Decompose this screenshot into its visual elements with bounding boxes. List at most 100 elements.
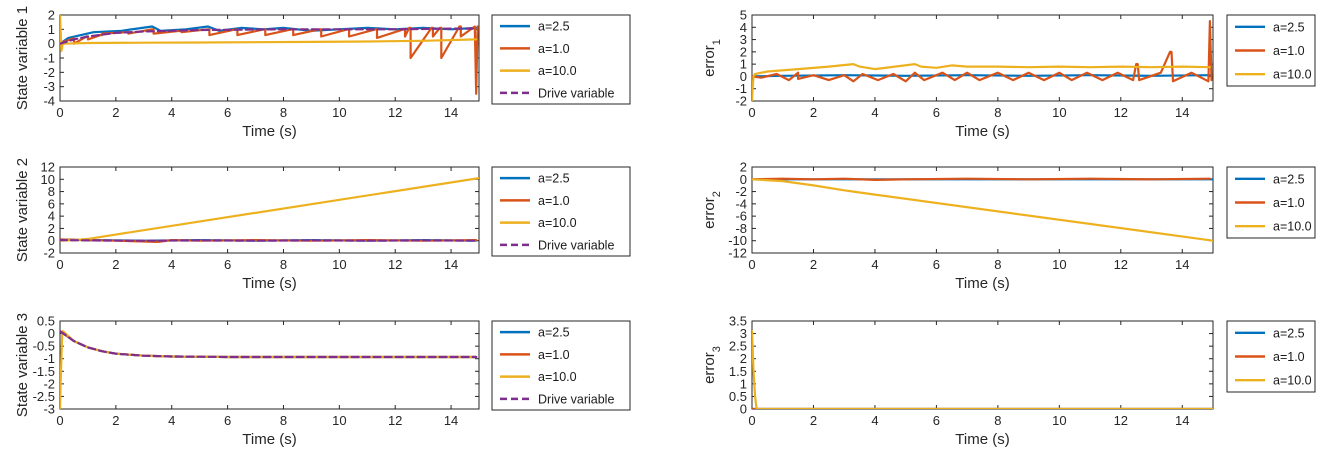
legend-entry: a=2.5 (1273, 172, 1305, 186)
y-tick-label: -2.5 (33, 389, 55, 404)
legend-entry: a=2.5 (1273, 326, 1305, 340)
x-tick-label: 12 (1114, 257, 1128, 272)
series-line-Drive variable (60, 27, 478, 45)
x-axis-label: Time (s) (242, 123, 296, 140)
y-tick-label: 2 (48, 221, 55, 236)
y-tick-label: 2 (740, 160, 747, 175)
x-tick-label: 2 (810, 105, 817, 120)
y-tick-label: -2 (735, 184, 747, 199)
y-tick-label: -2 (43, 65, 55, 80)
y-axis-label-subscript: 2 (711, 191, 723, 197)
y-tick-label: 0.5 (37, 314, 55, 329)
x-tick-label: 0 (748, 413, 755, 428)
x-tick-label: 2 (112, 413, 119, 428)
series-line-a=1.0 (752, 177, 1212, 181)
y-tick-label: 1 (740, 57, 747, 72)
x-tick-label: 4 (871, 413, 878, 428)
axes-box (751, 14, 1214, 102)
x-tick-label: 6 (224, 413, 231, 428)
y-tick-label: 5 (740, 8, 747, 23)
legend-entry: a=1.0 (1273, 196, 1305, 210)
legend-entry: a=10.0 (1273, 374, 1312, 388)
y-tick-label: 0 (48, 326, 55, 341)
legend-box (491, 14, 631, 105)
legend: a=2.5 a=1.0 a=10.0 Drive variable (491, 320, 631, 411)
x-tick-label: 4 (168, 105, 175, 120)
y-tick-label: -8 (735, 221, 747, 236)
y-tick-label: 8 (48, 184, 55, 199)
x-tick-label: 12 (1114, 413, 1128, 428)
y-tick-label: -4 (735, 196, 747, 211)
y-tick-label: 3 (740, 32, 747, 47)
x-tick-label: 6 (933, 257, 940, 272)
legend: a=2.5 a=1.0 a=10.0 (1226, 166, 1316, 239)
legend-entry: a=10.0 (1273, 220, 1312, 234)
x-tick-label: 14 (1175, 413, 1189, 428)
y-axis-label: State variable 3 (14, 313, 31, 417)
x-tick-label: 14 (444, 257, 458, 272)
x-tick-label: 12 (388, 257, 402, 272)
y-tick-label: -2 (43, 376, 55, 391)
y-tick-label: -2 (43, 246, 55, 261)
plot-area (60, 177, 479, 243)
y-axis-label-subscript: 1 (711, 39, 723, 45)
x-tick-label: 10 (1052, 105, 1066, 120)
y-tick-label: 3 (740, 326, 747, 341)
y-tick-label: -3 (43, 402, 55, 417)
y-axis-label: error2 (701, 191, 723, 229)
legend-entry: a=10.0 (538, 64, 577, 78)
x-tick-label: 8 (994, 257, 1001, 272)
y-tick-label: 6 (48, 196, 55, 211)
x-tick-label: 14 (444, 105, 458, 120)
x-tick-label: 8 (994, 105, 1001, 120)
x-tick-label: 6 (224, 257, 231, 272)
y-tick-label: 0.5 (729, 389, 747, 404)
x-tick-label: 8 (280, 413, 287, 428)
legend-entry: a=10.0 (538, 370, 577, 384)
legend: a=2.5 a=1.0 a=10.0 (1226, 14, 1316, 87)
plot-area (752, 330, 1213, 409)
x-tick-label: 8 (994, 413, 1001, 428)
y-tick-label: 0 (740, 402, 747, 417)
series-line-a=2.5 (752, 74, 1212, 78)
legend-entry: a=2.5 (538, 326, 570, 340)
y-axis-label-subscript: 3 (711, 346, 723, 352)
legend-entry: a=10.0 (538, 216, 577, 230)
legend-entry: a=1.0 (538, 194, 570, 208)
x-tick-label: 10 (1052, 257, 1066, 272)
y-axis-label: State variable 2 (14, 158, 31, 262)
x-tick-label: 4 (168, 413, 175, 428)
x-tick-label: 10 (332, 257, 346, 272)
y-tick-label: 0 (740, 172, 747, 187)
x-tick-label: 6 (224, 105, 231, 120)
x-tick-label: 10 (332, 105, 346, 120)
x-tick-label: 8 (280, 105, 287, 120)
y-tick-label: 1 (740, 376, 747, 391)
y-tick-label: -0.5 (33, 339, 55, 354)
x-tick-label: 4 (871, 257, 878, 272)
legend-box (491, 166, 631, 257)
y-axis-label: error3 (701, 346, 723, 384)
y-tick-label: -1 (43, 351, 55, 366)
y-tick-label: 12 (41, 160, 55, 175)
y-tick-label: 2 (740, 44, 747, 59)
y-tick-label: 0 (48, 233, 55, 248)
y-tick-label: 1 (48, 22, 55, 37)
y-tick-label: 0 (740, 69, 747, 84)
legend: a=2.5 a=1.0 a=10.0 Drive variable (491, 14, 631, 105)
legend-entry: a=10.0 (1273, 68, 1312, 82)
x-tick-label: 6 (933, 105, 940, 120)
y-tick-label: 2 (48, 8, 55, 23)
x-tick-label: 0 (748, 105, 755, 120)
y-tick-label: 1.5 (729, 364, 747, 379)
legend-entry: Drive variable (538, 86, 614, 100)
legend-entry: a=1.0 (538, 348, 570, 362)
y-tick-label: -1.5 (33, 364, 55, 379)
x-axis-label: Time (s) (955, 275, 1009, 292)
axes-box (59, 320, 480, 410)
